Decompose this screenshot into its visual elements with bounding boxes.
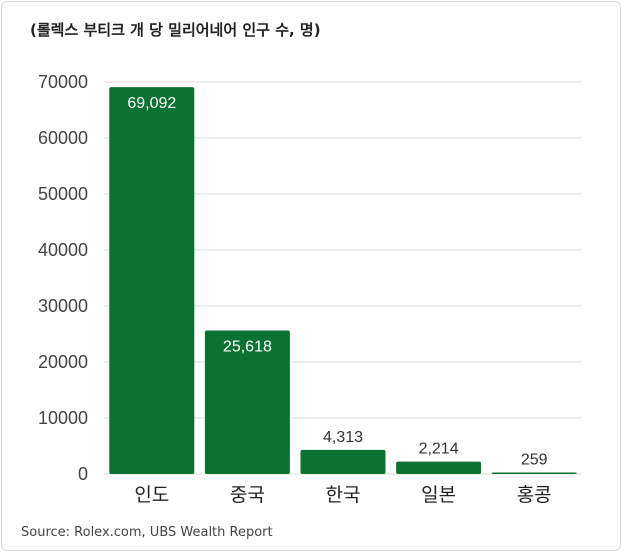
y-tick-label: 30000: [38, 296, 88, 316]
x-axis-ticks: 인도 중국 한국 일본 홍콩: [134, 484, 551, 506]
data-labels: 69,092 25,618 4,313 2,214 259: [127, 95, 547, 468]
data-label: 25,618: [223, 339, 272, 356]
x-tick-label: 홍콩: [517, 484, 552, 506]
source-note: Source: Rolex.com, UBS Wealth Report: [21, 525, 273, 540]
x-tick-label: 일본: [421, 484, 456, 506]
x-tick-label: 인도: [134, 484, 169, 506]
y-tick-label: 60000: [38, 128, 88, 148]
chart-title: (롤렉스 부티크 개 당 밀리어네어 인구 수, 명): [30, 21, 321, 39]
bar: [491, 472, 577, 474]
bar: [300, 449, 386, 474]
y-tick-label: 20000: [38, 352, 88, 372]
y-tick-label: 70000: [38, 72, 88, 92]
bar: [204, 330, 290, 474]
y-tick-label: 40000: [38, 240, 88, 260]
data-label: 2,214: [419, 441, 459, 458]
data-label: 259: [521, 452, 548, 469]
data-label: 4,313: [323, 429, 363, 446]
x-tick-label: 중국: [230, 484, 265, 506]
bar: [109, 87, 195, 474]
y-axis-ticks: 0 10000 20000 30000 40000 50000 60000 70000: [38, 72, 88, 484]
y-tick-label: 10000: [38, 408, 88, 428]
bar: [396, 461, 482, 474]
y-tick-label: 50000: [38, 184, 88, 204]
y-tick-label: 0: [78, 464, 88, 484]
x-tick-label: 한국: [326, 484, 361, 506]
data-label: 69,092: [127, 95, 176, 112]
bars: [109, 87, 577, 474]
